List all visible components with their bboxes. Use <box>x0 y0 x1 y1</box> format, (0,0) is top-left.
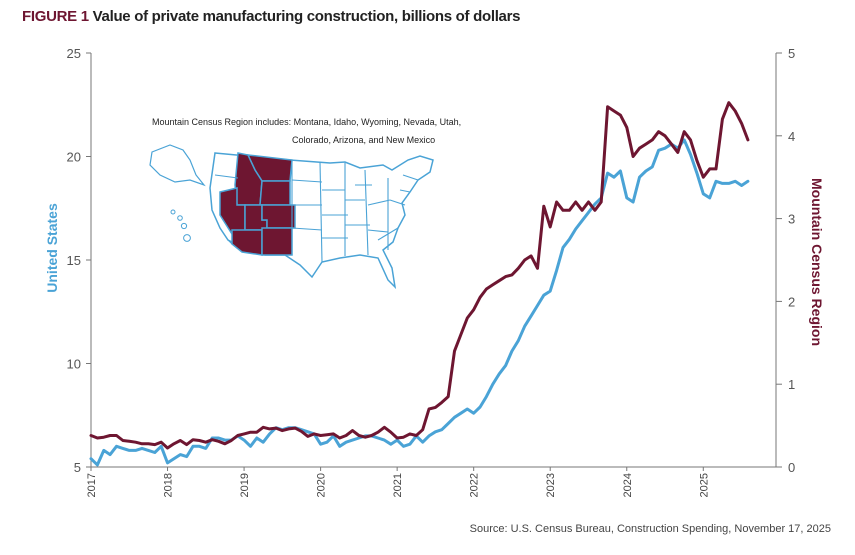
series-layer <box>89 101 750 467</box>
right-tick-label: 0 <box>788 460 795 475</box>
right-tick-label: 4 <box>788 129 795 144</box>
x-tick-label: 2023 <box>545 473 557 497</box>
x-tick-label: 2024 <box>622 473 634 497</box>
hawaii-islands <box>170 209 191 242</box>
us-map: Mountain Census Region includes: Montana… <box>149 117 461 290</box>
figure-title: Value of private manufacturing construct… <box>92 8 521 25</box>
left-tick-label: 10 <box>67 357 81 372</box>
x-tick-label: 2018 <box>163 473 175 497</box>
axes <box>90 53 777 468</box>
left-axis-title: United States <box>44 203 60 293</box>
left-tick-label: 15 <box>67 253 81 268</box>
map-note-line2: Colorado, Arizona, and New Mexico <box>292 135 435 145</box>
state-wyoming <box>259 180 291 206</box>
right-tick-label: 3 <box>788 212 795 227</box>
x-tick-label: 2017 <box>86 473 98 497</box>
series-line-united-states <box>89 138 750 467</box>
map-note-line1: Mountain Census Region includes: Montana… <box>152 117 461 127</box>
x-tick-label: 2021 <box>392 473 404 497</box>
x-axis-ticks: 2017 2018 2019 2020 2021 2022 2023 2024 2025 <box>86 467 710 497</box>
left-tick-label: 20 <box>67 150 81 165</box>
state-borders <box>214 160 419 263</box>
state-arizona <box>231 229 263 256</box>
state-colorado <box>261 204 296 229</box>
x-tick-label: 2019 <box>239 473 251 497</box>
figure-header: FIGURE 1 Value of private manufacturing … <box>22 8 520 25</box>
alaska-outline <box>149 144 206 187</box>
series-line-mountain <box>89 101 750 450</box>
figure-label: FIGURE 1 <box>22 8 89 25</box>
x-tick-label: 2022 <box>469 473 481 497</box>
left-axis-ticks: 5 10 15 20 25 <box>67 46 91 475</box>
left-tick-label: 5 <box>74 460 81 475</box>
source-note: Source: U.S. Census Bureau, Construction… <box>469 523 831 535</box>
left-tick-label: 25 <box>67 46 81 61</box>
right-axis-ticks: 0 1 2 3 4 5 <box>776 46 795 475</box>
right-tick-label: 5 <box>788 46 795 61</box>
right-axis-title: Mountain Census Region <box>809 178 825 346</box>
right-tick-label: 1 <box>788 377 795 392</box>
state-new-mexico <box>261 227 293 256</box>
mountain-region-states <box>219 152 296 256</box>
right-tick-label: 2 <box>788 294 795 309</box>
x-tick-label: 2025 <box>698 473 710 497</box>
x-tick-label: 2020 <box>316 473 328 497</box>
